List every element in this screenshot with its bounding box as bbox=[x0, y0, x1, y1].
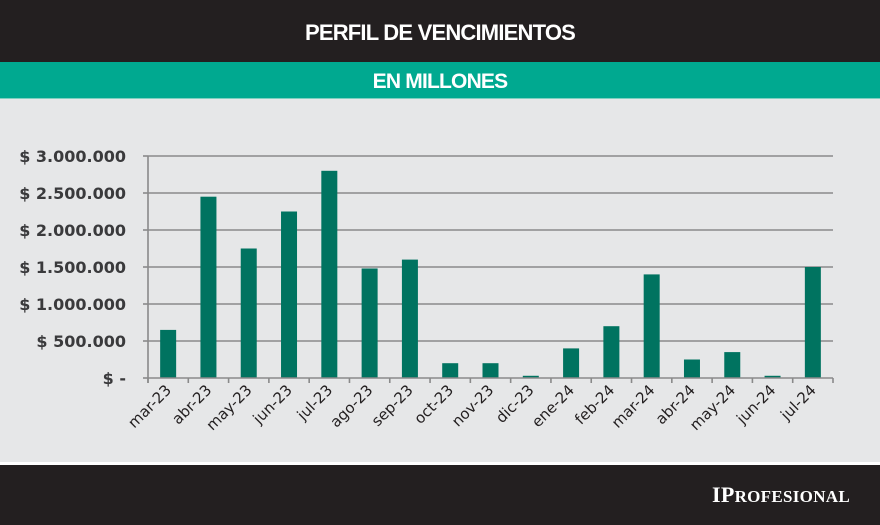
bar-nov-23 bbox=[482, 363, 499, 378]
bar-feb-24 bbox=[603, 326, 620, 378]
y-tick-label: $ 1.500.000 bbox=[19, 258, 126, 277]
title-band bbox=[0, 0, 880, 62]
x-tick-labels: mar-23abr-23may-23jun-23jul-23ago-23sep-… bbox=[124, 381, 819, 434]
bar-sep-23 bbox=[401, 259, 418, 378]
bar-chart: $ - $ 500.000 $ 1.000.000 $ 1.500.000 $ 2.00… bbox=[19, 147, 834, 434]
logo-initials: IP bbox=[711, 482, 735, 507]
x-tick-label: ago-23 bbox=[326, 381, 376, 431]
x-tick-label: may-24 bbox=[686, 381, 739, 434]
iprofesional-logo: IPROFESIONAL bbox=[712, 482, 850, 508]
bar-may-23 bbox=[240, 248, 257, 378]
x-tick-label: jun-24 bbox=[732, 381, 779, 428]
axes bbox=[143, 155, 834, 383]
x-tick-label: may-23 bbox=[203, 381, 256, 434]
x-tick-label: jul-24 bbox=[776, 381, 819, 424]
x-tick-label: nov-23 bbox=[448, 381, 497, 430]
bar-abr-23 bbox=[200, 196, 217, 378]
bar-abr-24 bbox=[683, 359, 700, 378]
x-tick-label: mar-24 bbox=[608, 381, 659, 432]
y-tick-label: $ 500.000 bbox=[36, 332, 126, 351]
gridlines bbox=[148, 155, 833, 342]
x-tick-label: mar-23 bbox=[124, 381, 175, 432]
x-tick-label: jun-23 bbox=[249, 381, 296, 428]
footer-divider bbox=[0, 462, 880, 465]
bar-jun-23 bbox=[281, 211, 298, 378]
chart-area: $ - $ 500.000 $ 1.000.000 $ 1.500.000 $ 2.00… bbox=[0, 99, 880, 463]
x-tick-label: sep-23 bbox=[368, 381, 417, 430]
bar-jul-24 bbox=[804, 267, 821, 378]
bar-ene-24 bbox=[563, 348, 580, 378]
y-tick-label: $ 2.500.000 bbox=[19, 184, 126, 203]
subtitle-band bbox=[0, 62, 880, 99]
x-tick-label: ene-24 bbox=[528, 381, 578, 431]
footer-band: IPROFESIONAL bbox=[0, 465, 880, 525]
chart-subtitle: EN MILLONES bbox=[372, 70, 509, 93]
chart-title: PERFIL DE VENCIMIENTOS bbox=[304, 20, 576, 45]
y-tick-label: $ - bbox=[103, 369, 126, 388]
y-tick-label: $ 2.000.000 bbox=[19, 221, 126, 240]
bar-mar-24 bbox=[643, 274, 660, 378]
bar-ago-23 bbox=[361, 268, 378, 378]
y-tick-label: $ 3.000.000 bbox=[19, 147, 126, 166]
logo-rest: ROFESIONAL bbox=[734, 487, 850, 506]
bar-oct-23 bbox=[442, 363, 459, 378]
bar-may-24 bbox=[724, 352, 741, 378]
y-tick-label: $ 1.000.000 bbox=[19, 295, 126, 314]
bar-jun-24 bbox=[764, 375, 781, 378]
bars bbox=[160, 170, 821, 378]
y-tick-labels: $ - $ 500.000 $ 1.000.000 $ 1.500.000 $ 2.00… bbox=[19, 147, 126, 388]
bar-mar-23 bbox=[160, 329, 177, 378]
bar-dic-23 bbox=[522, 375, 539, 378]
bar-jul-23 bbox=[321, 170, 338, 378]
